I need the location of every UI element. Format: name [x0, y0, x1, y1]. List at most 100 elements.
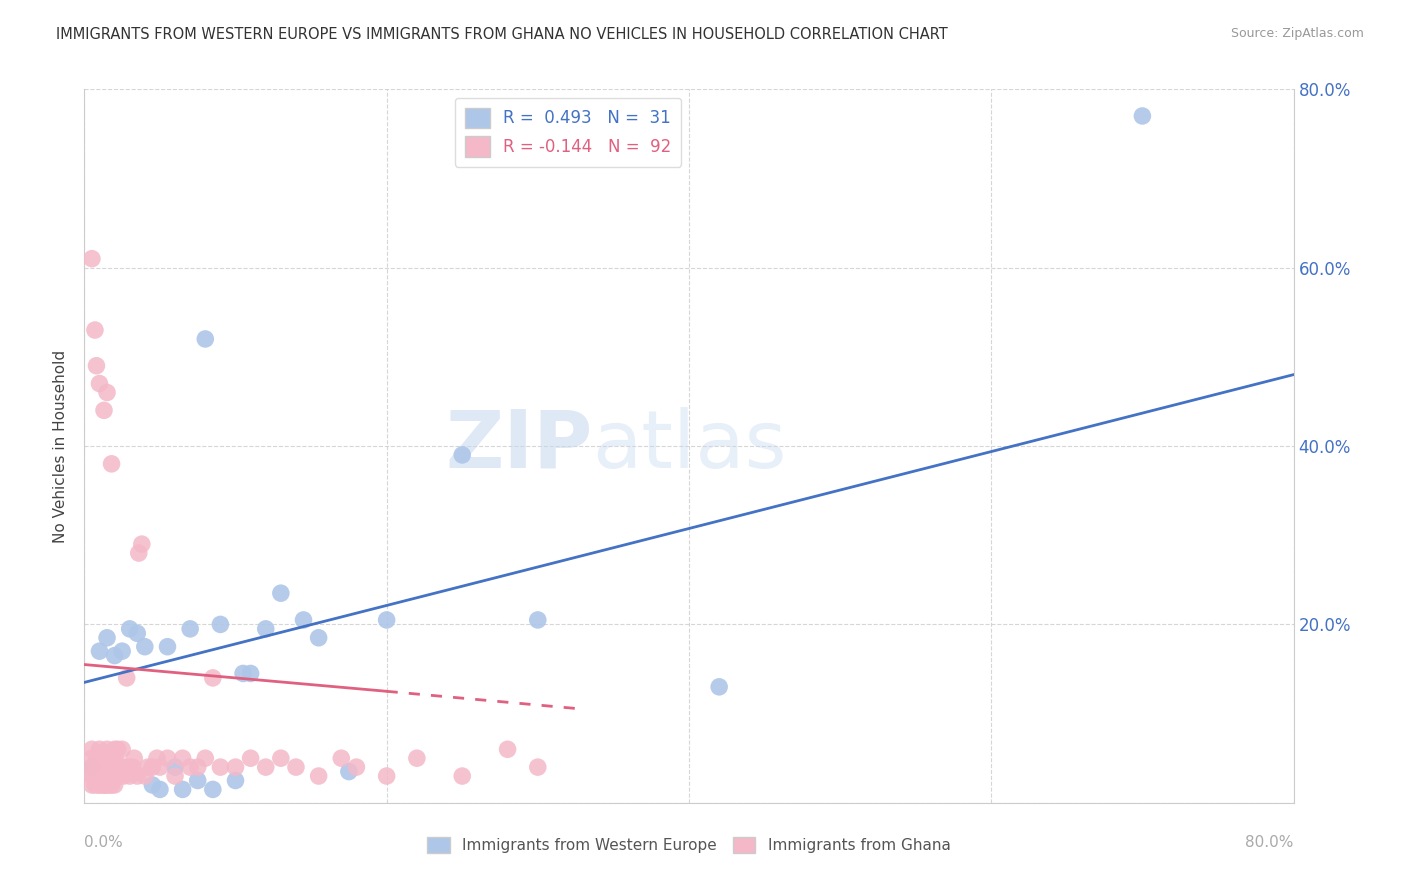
Point	[100, 769, 122, 783]
Point	[187, 773, 209, 788]
Point	[527, 613, 550, 627]
Point	[110, 760, 132, 774]
Point	[451, 448, 474, 462]
Point	[194, 751, 217, 765]
Point	[80, 252, 103, 266]
Point	[114, 760, 136, 774]
Point	[91, 760, 114, 774]
Point	[179, 760, 201, 774]
Point	[107, 742, 129, 756]
Text: 80.0%: 80.0%	[1246, 835, 1294, 850]
Point	[89, 742, 111, 756]
Point	[232, 666, 254, 681]
Point	[128, 546, 150, 560]
Point	[179, 622, 201, 636]
Point	[86, 359, 108, 373]
Point	[121, 760, 143, 774]
Point	[134, 769, 156, 783]
Point	[346, 760, 368, 774]
Text: 0.0%: 0.0%	[84, 835, 124, 850]
Point	[165, 760, 187, 774]
Point	[225, 773, 247, 788]
Point	[98, 760, 121, 774]
Point	[108, 769, 131, 783]
Point	[270, 751, 292, 765]
Point	[82, 769, 104, 783]
Point	[96, 769, 118, 783]
Point	[375, 769, 398, 783]
Point	[89, 644, 111, 658]
Point	[112, 769, 135, 783]
Point	[80, 760, 103, 774]
Point	[337, 764, 360, 779]
Point	[96, 742, 118, 756]
Point	[709, 680, 731, 694]
Point	[111, 742, 134, 756]
Point	[111, 644, 134, 658]
Point	[91, 769, 114, 783]
Point	[201, 671, 224, 685]
Point	[115, 671, 138, 685]
Point	[93, 778, 115, 792]
Point	[107, 760, 129, 774]
Point	[100, 457, 122, 471]
Point	[292, 613, 315, 627]
Point	[118, 769, 141, 783]
Point	[254, 622, 277, 636]
Point	[94, 760, 117, 774]
Point	[89, 376, 111, 391]
Point	[270, 586, 292, 600]
Point	[187, 760, 209, 774]
Point	[165, 769, 187, 783]
Legend: R =  0.493   N =  31, R = -0.144   N =  92: R = 0.493 N = 31, R = -0.144 N = 92	[454, 97, 682, 167]
Point	[89, 760, 111, 774]
Point	[87, 760, 110, 774]
Point	[104, 648, 127, 663]
Point	[172, 782, 194, 797]
Point	[94, 778, 117, 792]
Point	[104, 769, 127, 783]
Text: ZIP: ZIP	[444, 407, 592, 485]
Point	[97, 769, 120, 783]
Point	[104, 751, 127, 765]
Point	[254, 760, 277, 774]
Point	[84, 778, 107, 792]
Text: IMMIGRANTS FROM WESTERN EUROPE VS IMMIGRANTS FROM GHANA NO VEHICLES IN HOUSEHOLD: IMMIGRANTS FROM WESTERN EUROPE VS IMMIGR…	[56, 27, 948, 42]
Point	[239, 751, 262, 765]
Point	[330, 751, 353, 765]
Point	[91, 778, 114, 792]
Point	[96, 631, 118, 645]
Point	[136, 760, 159, 774]
Point	[134, 640, 156, 654]
Point	[131, 537, 153, 551]
Point	[285, 760, 308, 774]
Point	[104, 760, 127, 774]
Text: Source: ZipAtlas.com: Source: ZipAtlas.com	[1230, 27, 1364, 40]
Y-axis label: No Vehicles in Household: No Vehicles in Household	[53, 350, 69, 542]
Point	[406, 751, 429, 765]
Point	[80, 742, 103, 756]
Point	[84, 760, 107, 774]
Point	[96, 385, 118, 400]
Point	[209, 760, 232, 774]
Point	[80, 769, 103, 783]
Point	[127, 626, 149, 640]
Point	[104, 742, 127, 756]
Point	[141, 760, 163, 774]
Point	[80, 778, 103, 792]
Point	[149, 782, 172, 797]
Point	[104, 778, 127, 792]
Point	[1130, 109, 1153, 123]
Point	[89, 769, 111, 783]
Point	[527, 760, 550, 774]
Point	[98, 778, 121, 792]
Point	[97, 751, 120, 765]
Point	[141, 778, 163, 792]
Point	[209, 617, 232, 632]
Point	[127, 769, 149, 783]
Point	[93, 751, 115, 765]
Point	[111, 760, 134, 774]
Point	[375, 613, 398, 627]
Point	[156, 751, 179, 765]
Point	[93, 769, 115, 783]
